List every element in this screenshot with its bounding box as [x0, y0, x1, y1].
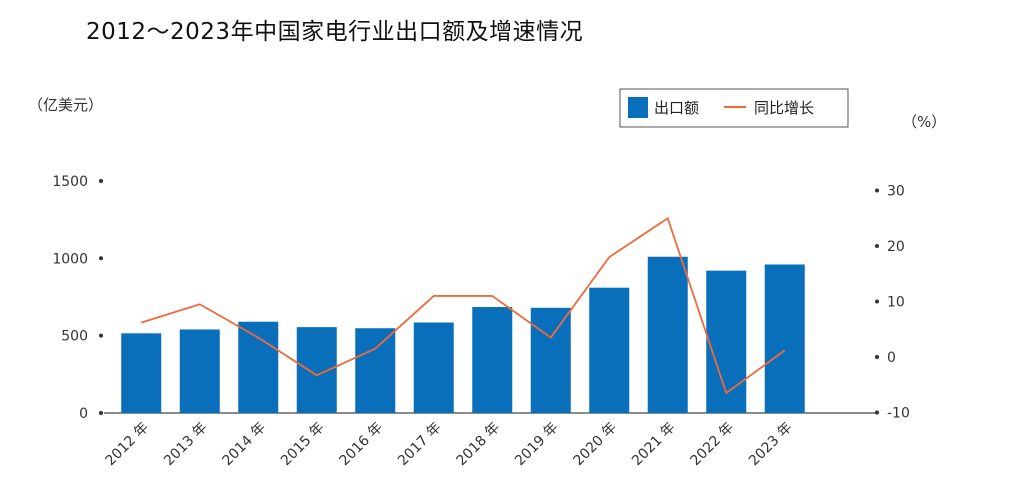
left-tick-dot	[99, 178, 103, 183]
bar	[238, 321, 279, 413]
x-tick-label: 2021 年	[629, 420, 679, 470]
left-tick-label: 500	[61, 329, 88, 345]
x-tick-label: 2020 年	[571, 420, 621, 470]
left-tick-dot	[99, 411, 103, 415]
right-tick-label: 20	[887, 239, 905, 255]
x-tick-label: 2012 年	[103, 420, 153, 470]
right-tick-dot	[875, 244, 879, 248]
right-axis-unit: （%）	[902, 113, 946, 131]
bar	[647, 256, 688, 413]
left-tick-label: 1000	[52, 251, 88, 267]
bar-series	[121, 256, 805, 413]
x-tick-label: 2015 年	[278, 420, 328, 470]
x-tick-label: 2018 年	[454, 420, 504, 470]
legend-bar-swatch	[628, 97, 648, 118]
legend-bar-label: 出口额	[654, 99, 699, 117]
x-axis-labels: 2012 年 2013 年 2014 年 2015 年 2016 年 2017 年 2018…	[103, 420, 796, 470]
x-tick-label: 2022 年	[688, 420, 738, 470]
left-axis-unit: （亿美元）	[28, 96, 103, 114]
x-tick-label: 2019 年	[512, 420, 562, 470]
bar	[530, 307, 571, 413]
right-tick-dot	[875, 188, 879, 193]
left-tick-label: 0	[79, 406, 88, 422]
x-tick-label: 2023 年	[746, 420, 796, 470]
left-tick-dot	[99, 256, 103, 261]
legend-line-label: 同比增长	[754, 99, 814, 117]
x-tick-label: 2017 年	[395, 420, 445, 470]
x-tick-label: 2014 年	[220, 420, 270, 470]
x-tick-label: 2013 年	[161, 420, 211, 470]
right-tick-label: 30	[887, 184, 905, 200]
right-axis-ticks: -10 0 10 20 30	[875, 184, 910, 422]
x-tick-label: 2016 年	[337, 420, 387, 470]
bar	[296, 327, 337, 413]
right-tick-dot	[875, 410, 879, 415]
bar	[472, 307, 513, 413]
left-tick-dot	[99, 333, 103, 338]
left-tick-label: 1500	[52, 174, 88, 190]
right-tick-dot	[875, 355, 879, 359]
growth-line	[140, 217, 786, 394]
left-axis-ticks: 0 500 1000 1500	[52, 174, 103, 422]
legend: 出口额 同比增长	[619, 88, 849, 128]
right-tick-dot	[875, 299, 879, 304]
right-tick-label: -10	[887, 406, 910, 422]
right-tick-label: 0	[887, 350, 896, 366]
bar	[355, 328, 396, 413]
bar	[179, 329, 220, 413]
bar	[589, 287, 630, 413]
bar	[121, 333, 162, 413]
bar	[413, 322, 454, 413]
line-series	[140, 217, 786, 394]
right-tick-label: 10	[887, 295, 905, 311]
bar	[764, 264, 805, 413]
chart-title: 2012～2023年中国家电行业出口额及增速情况	[86, 19, 584, 45]
bar	[706, 270, 747, 413]
